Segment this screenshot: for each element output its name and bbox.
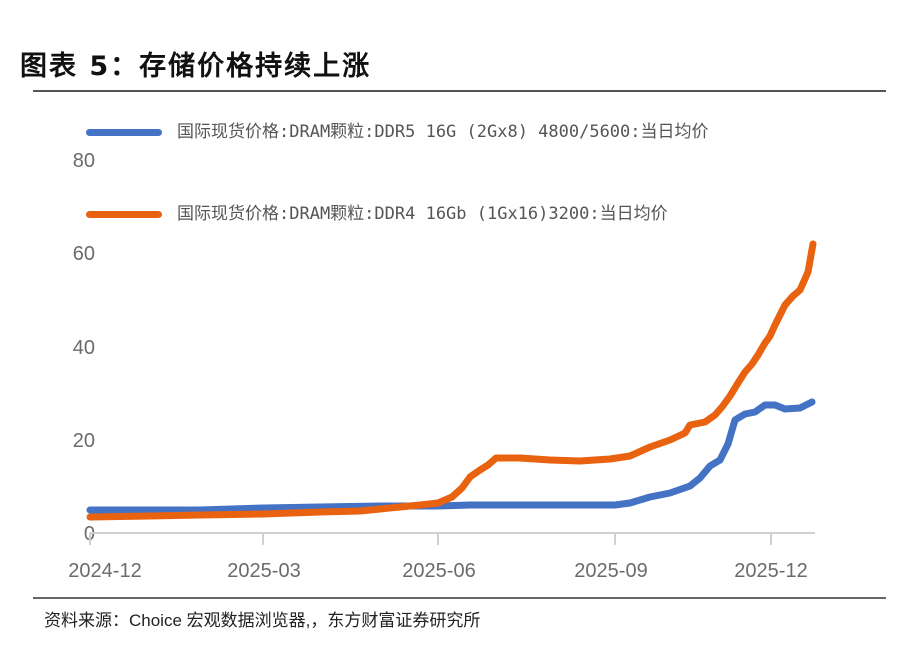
y-tick-60: 60: [73, 243, 95, 265]
series-ddr5-line: [86, 398, 816, 514]
legend-swatch-blue: [86, 129, 162, 136]
legend-label-ddr5: 国际现货价格:DRAM颗粒:DDR5 16G (2Gx8) 4800/5600:…: [177, 122, 709, 142]
y-tick-80: 80: [73, 150, 95, 172]
legend-swatch-orange: [86, 211, 162, 218]
x-tick-2025-03: 2025-03: [227, 560, 300, 582]
x-tick-2025-09: 2025-09: [574, 560, 647, 582]
line-chart: 80 60 40 20 0 2024-12 2025-03 2025-06 20…: [68, 150, 817, 582]
source-note: 资料来源：Choice 宏观数据浏览器,，东方财富证券研究所: [44, 611, 481, 630]
y-tick-20: 20: [73, 430, 95, 452]
x-tick-2024-12: 2024-12: [68, 560, 141, 582]
title-divider: [33, 90, 886, 92]
x-tick-2025-06: 2025-06: [402, 560, 475, 582]
x-tick-2025-12: 2025-12: [734, 560, 807, 582]
legend-label-ddr4: 国际现货价格:DRAM颗粒:DDR4 16Gb (1Gx16)3200:当日均价: [177, 204, 668, 224]
y-tick-40: 40: [73, 337, 95, 359]
source-divider: [33, 597, 886, 599]
figure-title: 图表 5：存储价格持续上涨: [20, 51, 372, 82]
series-ddr4-line: [86, 240, 817, 521]
